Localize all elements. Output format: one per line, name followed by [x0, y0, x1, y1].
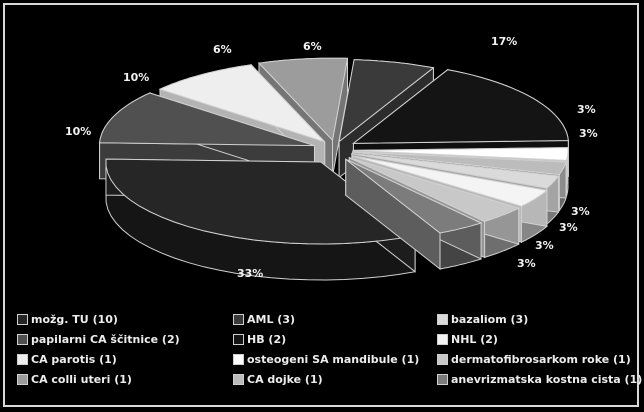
pct-label-11: 3%	[517, 257, 536, 270]
legend-label: HB (2)	[247, 332, 287, 346]
pct-label-0: 33%	[237, 267, 263, 280]
pct-label-7: 3%	[579, 127, 598, 140]
pie-chart: 33% 10% 10% 6% 6% 17% 3% 3% 3% 3% 3% 3%	[65, 35, 598, 281]
legend-swatch	[17, 373, 28, 385]
pct-label-2: 10%	[123, 71, 149, 84]
legend-item: anevrizmatska kostna cista (1)	[437, 371, 642, 387]
legend-item: možg. TU (10)	[17, 311, 118, 327]
pct-label-8: 3%	[571, 205, 590, 218]
legend-swatch	[17, 353, 28, 365]
legend-label: papilarni CA ščitnice (2)	[31, 332, 180, 346]
legend-item: papilarni CA ščitnice (2)	[17, 331, 180, 347]
legend-item: dermatofibrosarkom roke (1)	[437, 351, 631, 367]
pct-label-5: 17%	[491, 35, 517, 48]
pct-label-4: 6%	[303, 40, 322, 53]
legend-item: HB (2)	[233, 331, 286, 347]
legend-item: CA colli uteri (1)	[17, 371, 132, 387]
legend-swatch	[233, 373, 244, 385]
legend-item: CA parotis (1)	[17, 351, 117, 367]
legend-swatch	[233, 333, 244, 345]
legend-label: dermatofibrosarkom roke (1)	[451, 352, 631, 366]
legend-swatch	[437, 313, 448, 325]
legend-item: CA dojke (1)	[233, 371, 323, 387]
legend-item: bazaliom (3)	[437, 311, 528, 327]
pct-label-6: 3%	[577, 103, 596, 116]
legend-item: AML (3)	[233, 311, 295, 327]
chart-frame: 33% 10% 10% 6% 6% 17% 3% 3% 3% 3% 3% 3% možg. TU (1…	[3, 3, 642, 407]
pct-label-3: 6%	[213, 43, 232, 56]
pct-label-1: 10%	[65, 125, 91, 138]
pct-label-10: 3%	[535, 239, 554, 252]
pie-slice-0	[105, 158, 417, 281]
pie-slice-11	[345, 158, 483, 271]
legend-label: AML (3)	[247, 312, 296, 326]
legend-item: osteogeni SA mandibule (1)	[233, 351, 419, 367]
legend-label: NHL (2)	[451, 332, 498, 346]
legend-label: bazaliom (3)	[451, 312, 529, 326]
legend-swatch	[437, 373, 448, 385]
legend-label: CA parotis (1)	[31, 352, 117, 366]
legend-swatch	[233, 353, 244, 365]
legend-item: NHL (2)	[437, 331, 498, 347]
legend-label: CA dojke (1)	[247, 372, 323, 386]
legend-label: možg. TU (10)	[31, 312, 118, 326]
legend-swatch	[17, 333, 28, 345]
legend-label: CA colli uteri (1)	[31, 372, 132, 386]
legend-label: anevrizmatska kostna cista (1)	[451, 372, 643, 386]
legend-swatch	[437, 333, 448, 345]
legend-label: osteogeni SA mandibule (1)	[247, 352, 420, 366]
legend-swatch	[17, 313, 28, 325]
pct-label-9: 3%	[559, 221, 578, 234]
legend-swatch	[437, 353, 448, 365]
legend-swatch	[233, 313, 244, 325]
